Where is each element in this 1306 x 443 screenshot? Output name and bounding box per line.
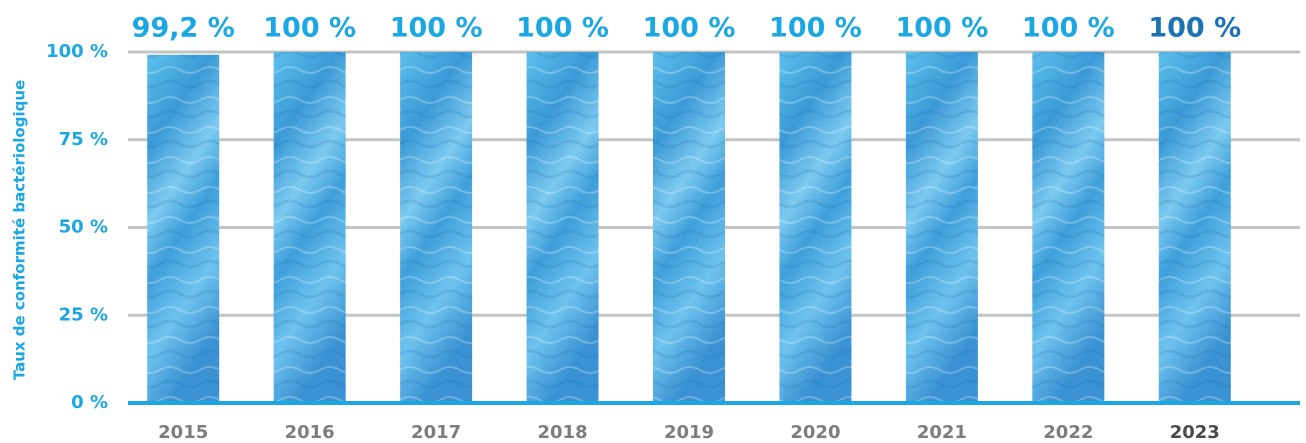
x-tick-label: 2016 <box>285 422 335 443</box>
x-tick-label: 2019 <box>664 422 714 443</box>
bar-texture <box>779 52 852 403</box>
x-tick-label: 2020 <box>790 422 840 443</box>
x-tick-label: 2015 <box>158 422 208 443</box>
value-label: 100 % <box>1148 13 1241 44</box>
x-tick-label: 2022 <box>1043 422 1093 443</box>
bar-texture <box>1158 52 1231 403</box>
y-tick-label: 75 % <box>59 129 108 150</box>
value-label: 100 % <box>390 13 483 44</box>
value-label: 100 % <box>263 13 356 44</box>
bar-texture <box>526 52 599 403</box>
value-label: 99,2 % <box>132 13 235 44</box>
bar-texture <box>273 52 346 403</box>
bar-texture <box>147 54 220 404</box>
x-tick-label: 2023 <box>1170 422 1220 443</box>
bar-texture <box>1032 52 1105 403</box>
x-tick-label: 2021 <box>917 422 967 443</box>
bar-texture <box>905 52 978 403</box>
value-label: 100 % <box>1022 13 1115 44</box>
y-tick-label: 100 % <box>46 41 108 62</box>
x-tick-label: 2018 <box>538 422 588 443</box>
value-label: 100 % <box>769 13 862 44</box>
x-tick-label: 2017 <box>411 422 461 443</box>
y-axis-label: Taux de conformité bactériologique <box>11 80 29 380</box>
y-tick-label: 25 % <box>59 304 108 325</box>
bar-texture <box>400 52 473 403</box>
y-tick-label: 50 % <box>59 217 108 238</box>
bar-texture <box>653 52 725 403</box>
value-label: 100 % <box>895 13 988 44</box>
y-tick-label: 0 % <box>71 392 108 413</box>
value-label: 100 % <box>516 13 609 44</box>
value-label: 100 % <box>643 13 736 44</box>
